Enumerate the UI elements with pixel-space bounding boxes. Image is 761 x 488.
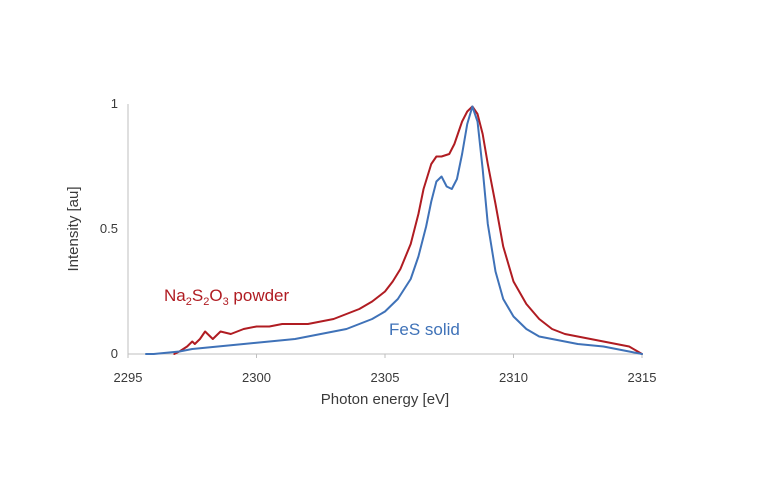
x-tick-label: 2305 <box>371 370 400 385</box>
label-o: O <box>209 286 222 305</box>
label-o-sub: 3 <box>223 296 229 308</box>
label-s: S <box>192 286 203 305</box>
x-tick-label: 2295 <box>114 370 143 385</box>
y-tick-label: 0.5 <box>100 221 118 236</box>
series-layer <box>144 105 643 355</box>
label-s-sub: 2 <box>203 296 209 308</box>
series-label-na2s2o3-powder: Na2S2O3 powder <box>164 286 290 308</box>
series-line-na2s2o3-powder <box>173 105 643 355</box>
x-axis-title: Photon energy [eV] <box>321 391 449 408</box>
y-tick-label: 1 <box>111 96 118 111</box>
y-tick-label: 0 <box>111 346 118 361</box>
plot-area <box>128 104 642 354</box>
series-line-fes-solid <box>144 105 643 355</box>
x-tick-label: 2300 <box>242 370 271 385</box>
y-axis-title: Intensity [au] <box>65 186 82 271</box>
x-tick-label: 2315 <box>628 370 657 385</box>
x-ticks: 2295 2300 2305 2310 2315 <box>114 354 657 385</box>
y-ticks: 00.51 <box>100 96 118 361</box>
x-tick-label: 2310 <box>499 370 528 385</box>
label-powder: powder <box>229 286 290 305</box>
series-label-fes-solid: FeS solid <box>389 320 460 339</box>
label-na-sub: 2 <box>186 296 192 308</box>
label-na: Na <box>164 286 186 305</box>
